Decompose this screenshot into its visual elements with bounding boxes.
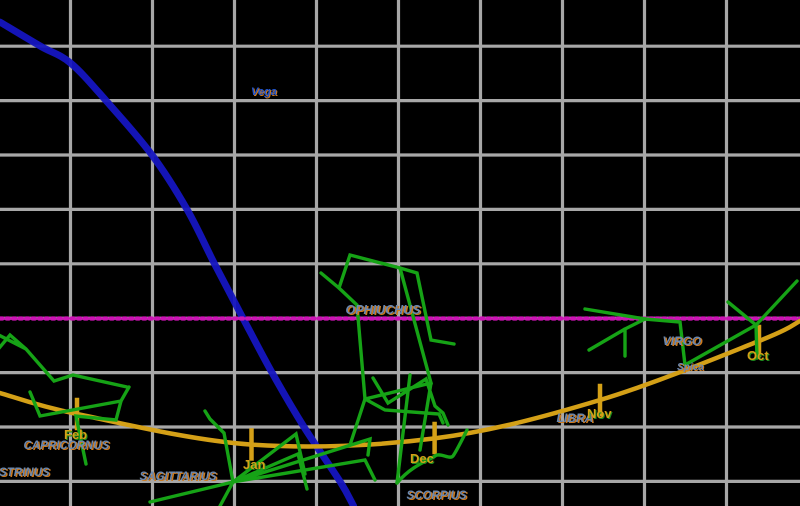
svg-text:Nov: Nov: [587, 406, 612, 421]
svg-text:VIRGO: VIRGO: [663, 334, 702, 348]
svg-text:Oct: Oct: [747, 348, 769, 363]
svg-text:SCORPIUS: SCORPIUS: [407, 490, 467, 502]
svg-text:Jan: Jan: [243, 457, 265, 472]
svg-text:Dec: Dec: [410, 451, 434, 466]
svg-text:SAGITTARIUS: SAGITTARIUS: [140, 471, 217, 483]
svg-text:AUSTRINUS: AUSTRINUS: [0, 467, 50, 479]
svg-text:Spica: Spica: [677, 362, 704, 373]
svg-text:Vega: Vega: [251, 86, 277, 98]
svg-text:OPHIUCHUS: OPHIUCHUS: [346, 303, 422, 317]
svg-text:Feb: Feb: [64, 427, 87, 442]
